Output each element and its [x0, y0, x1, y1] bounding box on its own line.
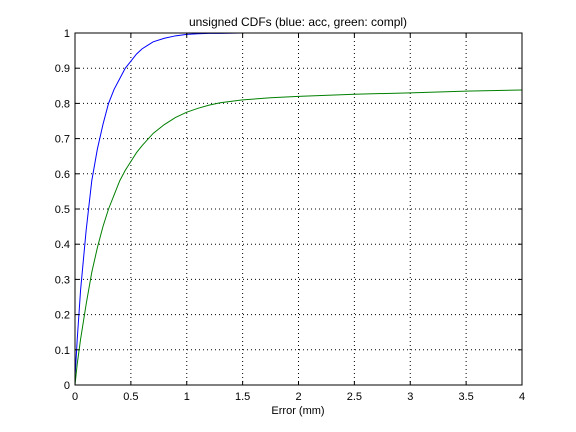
x-tick-label: 3.5 — [458, 391, 473, 403]
chart-title: unsigned CDFs (blue: acc, green: compl) — [189, 15, 407, 29]
x-tick-label: 1.5 — [235, 391, 250, 403]
x-tick-label: 1 — [184, 391, 190, 403]
x-tick-label: 0 — [72, 391, 78, 403]
grid-lines — [75, 33, 522, 385]
y-tick-label: 0.8 — [55, 98, 70, 110]
y-tick-label: 0.9 — [55, 63, 70, 75]
x-tick-label: 2 — [295, 391, 301, 403]
y-tick-label: 0 — [64, 380, 70, 392]
axis-ticks: 0 0.5 1 1.5 2 2.5 3 3.5 4 0 0.1 0.2 0.3 0.4 0.5 0.6 0.7 0… — [55, 28, 525, 403]
x-axis-label: Error (mm) — [271, 405, 324, 417]
x-tick-label: 0.5 — [123, 391, 138, 403]
y-tick-label: 0.5 — [55, 204, 70, 216]
y-tick-label: 0.4 — [55, 239, 70, 251]
x-tick-label: 4 — [519, 391, 525, 403]
series-line-2 — [74, 89, 523, 386]
y-tick-label: 0.1 — [55, 345, 70, 357]
y-tick-label: 0.2 — [55, 310, 70, 322]
y-tick-label: 1 — [64, 28, 70, 40]
y-tick-label: 0.3 — [55, 274, 70, 286]
y-tick-label: 0.6 — [55, 169, 70, 181]
x-tick-label: 2.5 — [347, 391, 362, 403]
y-tick-label: 0.7 — [55, 134, 70, 146]
x-tick-label: 3 — [407, 391, 413, 403]
